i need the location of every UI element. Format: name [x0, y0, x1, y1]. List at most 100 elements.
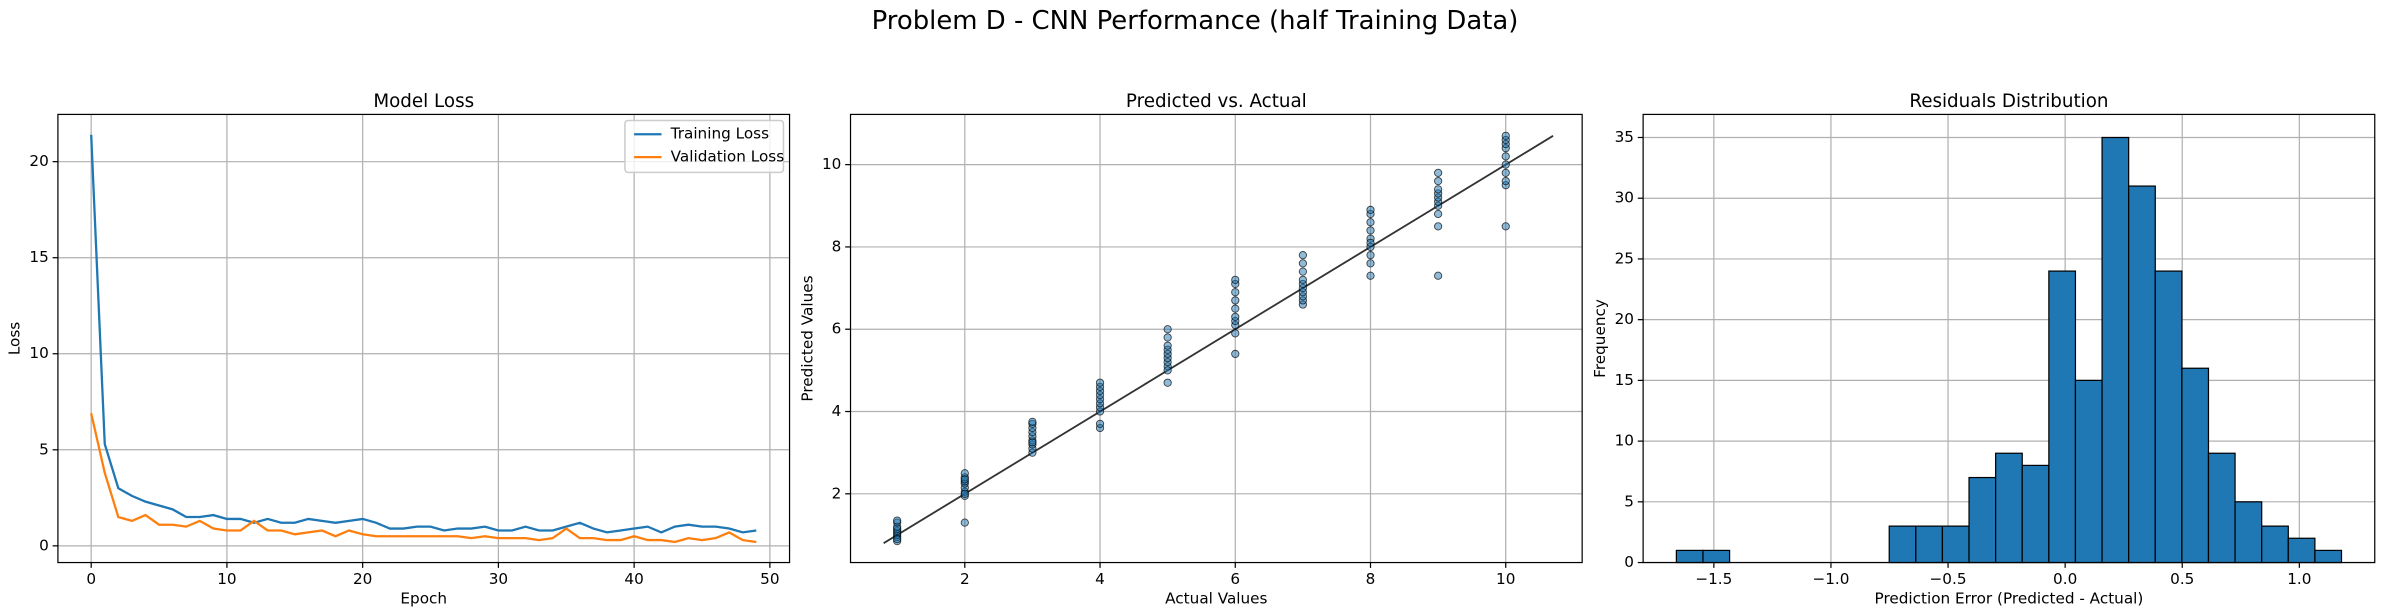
histogram-bar — [2021, 464, 2050, 564]
x-tick-label: 4 — [1095, 570, 1105, 588]
scatter-point — [1501, 168, 1510, 177]
histogram-bar — [2234, 501, 2263, 564]
y-tick-label: 35 — [1615, 128, 1634, 146]
x-tick-label: 30 — [489, 570, 508, 588]
x-tick-label: 2 — [960, 570, 970, 588]
scatter-point — [1095, 419, 1105, 428]
histogram-bar — [2207, 452, 2236, 564]
y-tick-label: 0 — [1624, 553, 1634, 571]
histogram-bar — [2128, 185, 2156, 564]
scatter-point — [1028, 417, 1037, 426]
scatter-point — [1298, 275, 1308, 284]
x-axis-label: Prediction Error (Predicted - Actual) — [1875, 590, 2144, 608]
scatter-point — [1366, 205, 1375, 215]
scatter-point — [1434, 168, 1443, 177]
x-tick-label: 6 — [1230, 570, 1240, 588]
scatter-point — [893, 534, 902, 544]
scatter-point — [1366, 226, 1375, 235]
histogram-bar — [1941, 525, 1970, 564]
scatter-point — [1434, 185, 1443, 194]
scatter-point — [1095, 378, 1105, 387]
axes-frame — [1642, 113, 2376, 564]
loss-line — [90, 134, 757, 534]
scatter-point — [1163, 366, 1172, 375]
y-tick-label: 10 — [1615, 432, 1634, 450]
histogram-bar — [1675, 549, 1704, 564]
scatter-point — [1231, 288, 1240, 297]
y-tick-label: 5 — [1624, 492, 1634, 510]
x-tick-label: 0.0 — [2053, 570, 2077, 588]
histogram-bar — [1915, 525, 1944, 564]
axes-title: Model Loss — [373, 91, 474, 112]
scatter-point — [1366, 238, 1375, 247]
x-tick-label: 50 — [760, 570, 779, 588]
histogram-bar — [1995, 452, 2023, 564]
scatter-point — [960, 518, 969, 527]
histogram-bar — [1702, 549, 1731, 564]
scatter-point — [1366, 251, 1375, 260]
x-tick-label: 0.5 — [2170, 570, 2194, 588]
axes-title: Residuals Distribution — [1909, 91, 2108, 112]
scatter-point — [1163, 333, 1172, 342]
histogram-bar — [2287, 537, 2316, 564]
scatter-point — [1366, 218, 1375, 227]
scatter-point — [960, 475, 969, 484]
scatter-point — [1501, 160, 1510, 169]
axes-frame — [849, 113, 1583, 564]
y-tick-label: 0 — [39, 536, 49, 554]
scatter-point — [1434, 209, 1443, 219]
scatter-point — [1028, 438, 1037, 447]
y-axis-label: Loss — [6, 322, 24, 355]
y-tick-label: 5 — [39, 440, 49, 458]
scatter-point — [1231, 304, 1240, 313]
x-tick-label: 8 — [1366, 570, 1376, 588]
figure-title: Problem D - CNN Performance (half Traini… — [872, 6, 1519, 36]
x-tick-label: 20 — [353, 570, 372, 588]
y-tick-label: 20 — [1615, 310, 1634, 328]
x-tick-label: −0.5 — [1930, 570, 1967, 588]
y-tick-label: 10 — [822, 155, 841, 173]
scatter-point — [1434, 222, 1443, 231]
y-tick-label: 8 — [832, 237, 842, 255]
scatter-point — [1298, 251, 1308, 260]
legend-label: Training Loss — [670, 125, 769, 143]
scatter-point — [1163, 341, 1172, 350]
y-tick-label: 20 — [29, 152, 48, 170]
histogram-bar — [2101, 136, 2130, 564]
scatter-point — [1163, 325, 1172, 334]
y-tick-label: 2 — [832, 484, 842, 502]
x-axis-label: Epoch — [400, 590, 447, 608]
scatter-point — [1231, 329, 1240, 338]
histogram-bar — [2314, 549, 2343, 564]
scatter-point — [893, 516, 902, 525]
scatter-point — [960, 489, 969, 498]
y-tick-label: 15 — [1615, 371, 1634, 389]
scatter-point — [1231, 296, 1240, 305]
axes-title: Predicted vs. Actual — [1126, 91, 1307, 112]
scatter-point — [1366, 259, 1375, 268]
scatter-point — [1434, 271, 1443, 280]
x-tick-label: −1.5 — [1695, 570, 1732, 588]
scatter-point — [1231, 312, 1240, 321]
scatter-point — [1298, 259, 1308, 268]
scatter-point — [1231, 275, 1240, 284]
x-tick-label: −1.0 — [1812, 570, 1849, 588]
scatter-point — [1298, 267, 1308, 276]
y-tick-label: 6 — [832, 320, 842, 338]
x-tick-label: 0 — [86, 570, 96, 588]
histogram-bar — [1888, 525, 1917, 564]
scatter-point — [1434, 176, 1443, 186]
loss-line — [90, 413, 757, 544]
x-tick-label: 1.0 — [2287, 570, 2311, 588]
histogram-bar — [2048, 270, 2077, 564]
diagonal-line — [883, 135, 1554, 544]
histogram-bar — [2154, 270, 2183, 564]
scatter-point — [1231, 349, 1240, 359]
histogram-bar — [2181, 367, 2210, 564]
scatter-point — [1501, 222, 1510, 231]
scatter-point — [1501, 176, 1510, 186]
y-axis-label: Predicted Values — [798, 275, 816, 401]
histogram-bar — [1968, 476, 1997, 564]
